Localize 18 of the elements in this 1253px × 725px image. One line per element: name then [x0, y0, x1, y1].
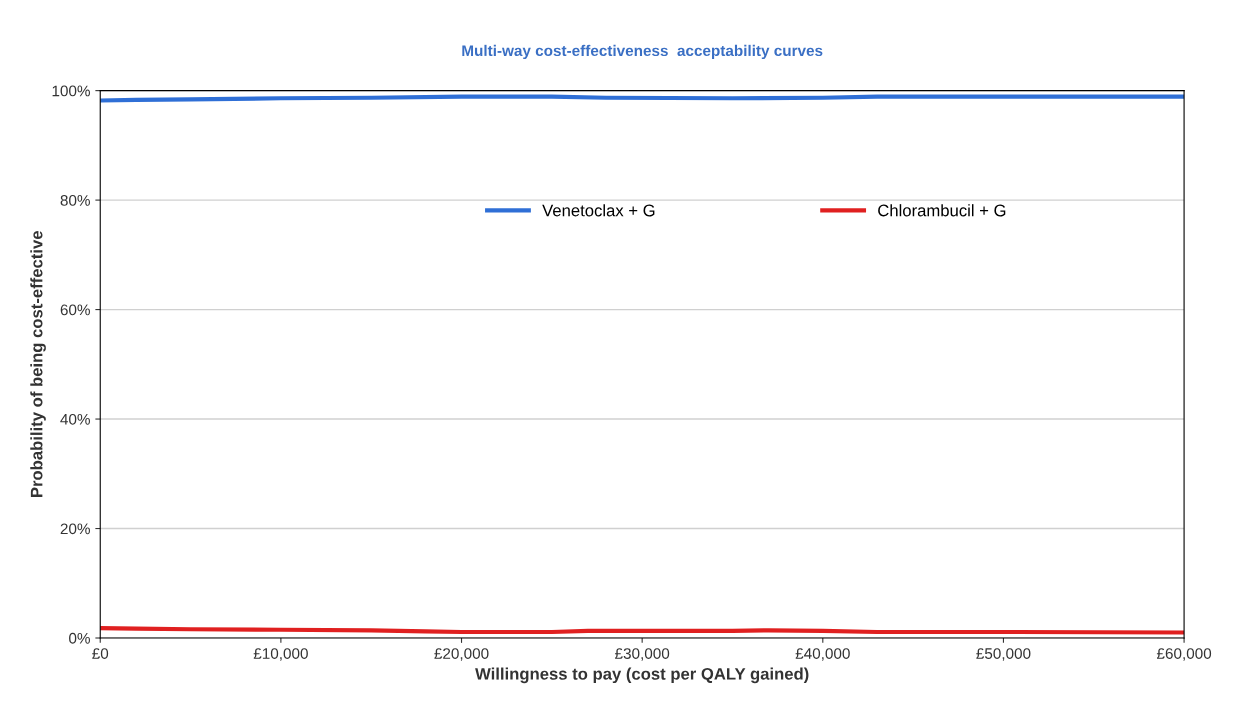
y-tick-label: 100% — [52, 85, 90, 97]
x-tick-label: £0 — [92, 648, 109, 659]
x-tick-label: £20,000 — [434, 648, 489, 661]
y-tick-label: 20% — [60, 523, 90, 535]
legend-label: Chlorambucil + G — [878, 204, 1006, 217]
x-tick-label: £50,000 — [976, 648, 1031, 661]
x-tick-label: £40,000 — [795, 648, 850, 661]
x-tick-label: £10,000 — [253, 648, 308, 661]
y-axis-title: Probability of being cost-effective — [30, 231, 46, 497]
y-tick-label: 0% — [69, 632, 90, 644]
y-tick-label: 80% — [60, 194, 90, 206]
x-tick-label: £60,000 — [1156, 648, 1212, 661]
legend-label: Venetoclax + G — [542, 204, 655, 217]
y-tick-label: 40% — [60, 413, 90, 425]
x-axis-title: Willingness to pay (cost per QALY gained) — [475, 667, 809, 684]
x-tick-label: £30,000 — [614, 648, 670, 661]
y-tick-label: 60% — [60, 304, 90, 316]
chart-title: Multi-way cost-effectiveness acceptability curves — [462, 44, 823, 60]
